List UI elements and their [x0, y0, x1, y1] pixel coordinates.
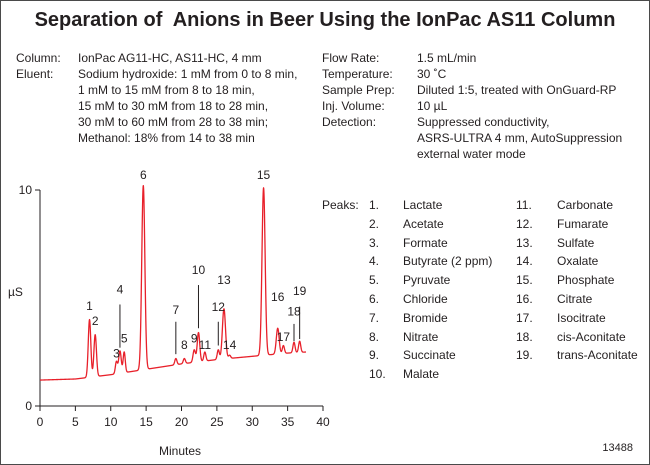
peak-label: 13 [217, 273, 231, 287]
peak-name: Sulfate [557, 235, 595, 250]
figure-number: 13488 [602, 442, 633, 454]
peak-number: 4. [369, 254, 380, 269]
peak-number: 9. [369, 348, 380, 363]
peak-number: 3. [369, 235, 380, 250]
condition-value: 1 mM to 15 mM from 8 to 18 min, [78, 83, 255, 97]
peak-name: trans-Aconitate [557, 348, 638, 363]
peak-name: cis-Aconitate [557, 329, 626, 344]
condition-value: ASRS-ULTRA 4 mm, AutoSuppression [417, 131, 623, 145]
condition-value: Sodium hydroxide: 1 mM from 0 to 8 min, [78, 67, 298, 81]
peak-name: Isocitrate [557, 310, 606, 325]
x-tick-label: 20 [175, 415, 189, 429]
peak-name: Formate [403, 235, 448, 250]
peak-number: 2. [369, 216, 380, 231]
peak-label: 10 [192, 263, 206, 277]
peak-label: 17 [277, 330, 291, 344]
peak-name: Succinate [403, 348, 456, 363]
peak-number: 14. [516, 254, 533, 269]
condition-value: 10 µL [417, 99, 448, 113]
y-axis-label: µS [8, 285, 23, 299]
condition-value: 30 mM to 60 mM from 28 to 38 min; [78, 115, 269, 129]
peak-name: Pyruvate [403, 273, 451, 288]
peak-label: 1 [86, 299, 93, 313]
peak-label: 3 [113, 346, 120, 360]
peak-name: Chloride [403, 292, 448, 306]
peak-number: 19. [516, 348, 533, 363]
peak-number: 15. [516, 273, 533, 288]
peak-label: 9 [191, 331, 198, 345]
x-tick-label: 10 [104, 415, 118, 429]
peak-name: Carbonate [557, 198, 614, 212]
peak-number: 13. [516, 235, 533, 250]
peak-name: Bromide [403, 310, 448, 325]
peak-name: Malate [403, 367, 440, 382]
peak-name: Nitrate [403, 329, 439, 344]
peak-label: 6 [140, 168, 147, 182]
condition-value: Suppressed conductivity, [417, 115, 550, 129]
x-tick-label: 0 [37, 415, 44, 429]
peak-number: 7. [369, 310, 380, 325]
x-axis-label: Minutes [159, 444, 201, 458]
peak-label: 11 [199, 338, 212, 352]
peak-name: Lactate [403, 198, 443, 212]
x-tick-label: 5 [72, 415, 79, 429]
peak-label: 5 [121, 331, 128, 345]
condition-value: 1.5 mL/min [417, 51, 477, 65]
peak-number: 10. [369, 367, 386, 382]
peak-label: 14 [223, 338, 237, 352]
peak-name: Butyrate (2 ppm) [403, 254, 493, 269]
peak-label: 18 [287, 304, 301, 318]
chart-title: Separation of Anions in Beer Using the I… [34, 9, 616, 31]
peak-number: 8. [369, 329, 380, 344]
peak-number: 1. [369, 198, 380, 212]
y-tick-label: 10 [19, 183, 33, 197]
peak-label: 19 [293, 284, 307, 298]
condition-value: external water mode [417, 147, 526, 161]
condition-value: 30 ˚C [417, 67, 447, 81]
x-tick-label: 30 [246, 415, 260, 429]
condition-label: Inj. Volume: [322, 99, 385, 113]
peak-label: 4 [117, 283, 124, 297]
peak-label: 16 [271, 290, 285, 304]
peak-number: 17. [516, 310, 533, 325]
peak-label: 12 [212, 300, 226, 314]
x-tick-label: 25 [210, 415, 224, 429]
x-tick-label: 40 [316, 415, 330, 429]
peak-label: 2 [92, 314, 99, 328]
peak-number: 16. [516, 292, 533, 306]
condition-value: IonPac AG11-HC, AS11-HC, 4 mm [78, 51, 262, 65]
peak-name: Fumarate [557, 216, 609, 231]
peak-number: 18. [516, 329, 533, 344]
chromatogram-trace [39, 185, 307, 381]
peak-label: 8 [181, 338, 188, 352]
condition-label: Temperature: [322, 67, 393, 81]
condition-value: Diluted 1:5, treated with OnGuard-RP [417, 83, 617, 97]
peak-name: Oxalate [557, 254, 599, 269]
condition-label: Column: [16, 51, 61, 65]
peak-number: 5. [369, 273, 380, 288]
peak-label: 15 [257, 168, 271, 182]
condition-value: Methanol: 18% from 14 to 38 min [78, 131, 255, 145]
peak-label: 7 [172, 303, 179, 317]
peak-name: Acetate [403, 216, 444, 231]
y-tick-label: 0 [25, 399, 32, 413]
peak-number: 6. [369, 292, 380, 306]
x-tick-label: 35 [281, 415, 295, 429]
condition-value: 15 mM to 30 mM from 18 to 28 min, [78, 99, 269, 113]
peak-name: Phosphate [557, 273, 615, 288]
x-tick-label: 15 [139, 415, 153, 429]
peaks-label: Peaks: [322, 198, 359, 212]
condition-label: Detection: [322, 115, 377, 129]
peak-name: Citrate [557, 292, 593, 306]
peak-number: 12. [516, 216, 533, 231]
peak-number: 11. [516, 198, 532, 212]
condition-label: Sample Prep: [322, 83, 395, 97]
condition-label: Flow Rate: [322, 51, 380, 65]
condition-label: Eluent: [16, 67, 54, 81]
